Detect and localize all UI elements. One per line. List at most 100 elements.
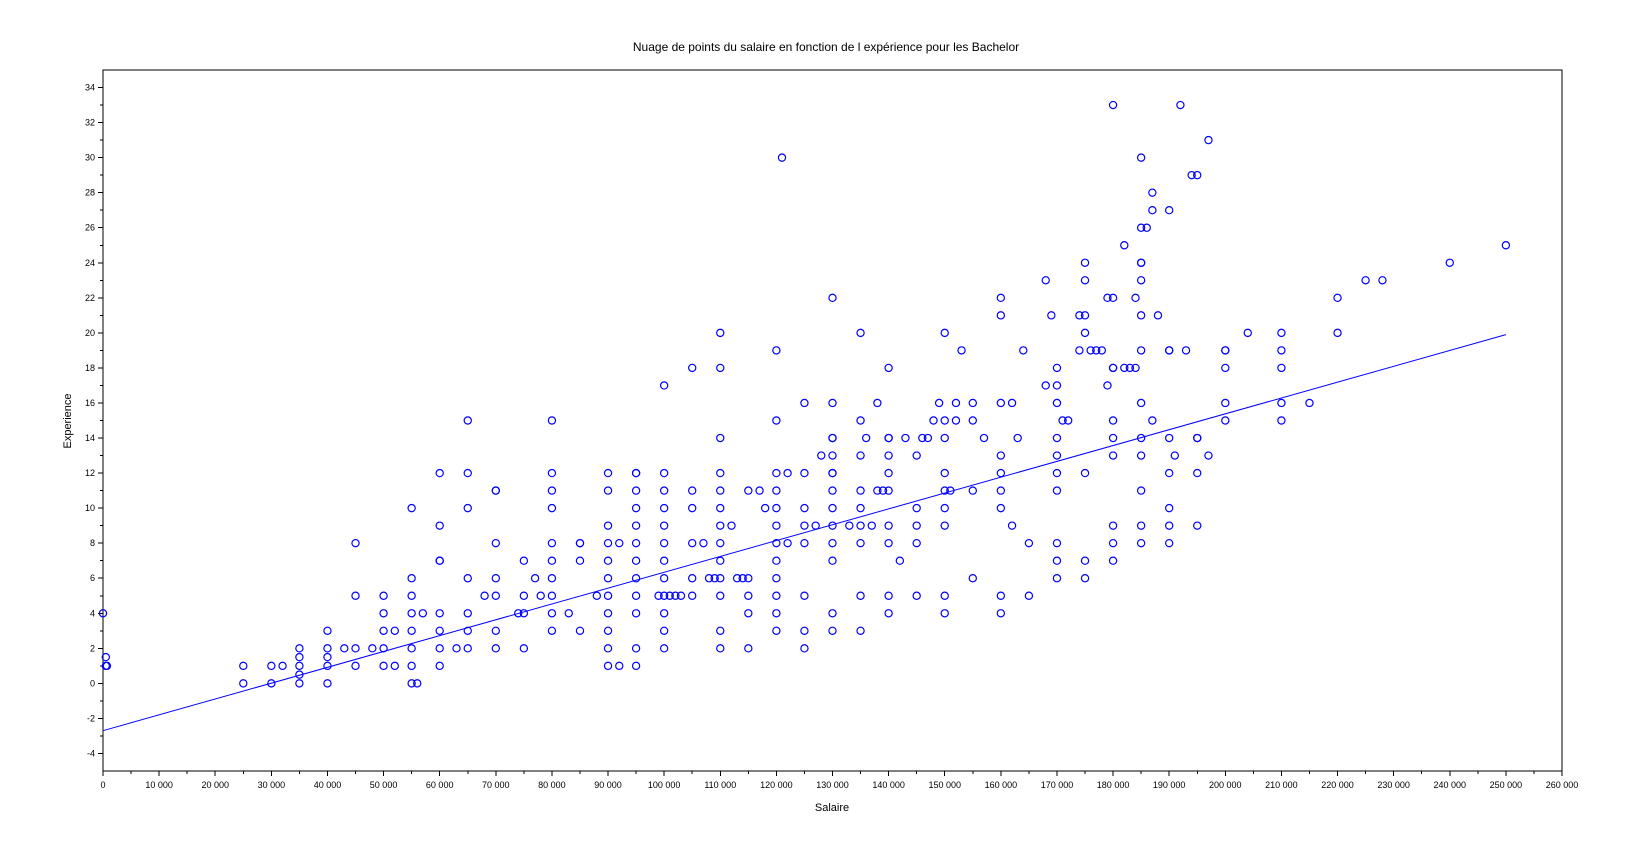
data-point	[407, 626, 416, 636]
data-point	[716, 626, 725, 636]
data-point	[716, 574, 725, 583]
data-point	[800, 521, 809, 530]
data-point	[1052, 574, 1062, 583]
data-point	[1052, 381, 1062, 390]
data-point	[407, 644, 416, 653]
data-point	[716, 328, 725, 338]
data-point	[530, 574, 540, 583]
y-tick-label: 28	[85, 188, 95, 198]
data-point	[407, 661, 416, 671]
data-point	[716, 556, 725, 565]
data-point	[519, 591, 529, 600]
data-point	[772, 468, 781, 478]
data-point	[631, 574, 641, 583]
x-tick-label: 160 000	[985, 780, 1018, 790]
x-tick-label: 260 000	[1546, 780, 1579, 790]
data-point	[1007, 521, 1017, 530]
data-point	[1136, 538, 1146, 548]
data-point	[340, 644, 349, 653]
x-axis-label: Salaire	[815, 802, 849, 814]
data-point	[716, 468, 725, 478]
data-point	[817, 451, 826, 460]
data-point	[996, 293, 1006, 303]
data-point	[828, 451, 837, 460]
data-point	[1361, 276, 1370, 285]
data-point	[772, 416, 781, 425]
x-tick-label: 150 000	[928, 780, 961, 790]
data-point	[379, 644, 388, 653]
data-point	[884, 433, 893, 443]
data-point	[1103, 381, 1112, 390]
data-point	[957, 346, 966, 355]
data-point	[968, 574, 977, 583]
data-point	[704, 574, 714, 583]
data-point	[996, 503, 1006, 513]
data-point	[101, 652, 111, 662]
x-tick-label: 90 000	[594, 780, 622, 790]
data-point	[603, 556, 613, 565]
data-point	[760, 503, 770, 513]
data-point	[884, 468, 893, 478]
data-point	[716, 538, 725, 548]
x-tick-label: 230 000	[1377, 780, 1410, 790]
data-point	[738, 574, 747, 583]
x-tick-label: 80 000	[538, 780, 566, 790]
data-point	[1052, 398, 1062, 408]
data-point	[1080, 276, 1090, 285]
data-point	[575, 538, 585, 548]
data-point	[744, 591, 753, 600]
y-tick-label: -4	[87, 748, 95, 758]
data-point	[659, 381, 669, 390]
data-point	[1277, 416, 1286, 425]
data-point	[716, 486, 725, 495]
data-point	[1204, 135, 1213, 145]
data-point	[688, 486, 697, 495]
x-tick-label: 100 000	[648, 780, 681, 790]
data-point	[547, 591, 557, 600]
data-point	[463, 574, 472, 583]
data-point	[659, 574, 669, 583]
data-point	[1187, 170, 1196, 180]
data-point	[884, 591, 893, 600]
data-point	[996, 486, 1006, 495]
y-tick-label: 14	[85, 433, 95, 443]
data-point	[295, 661, 304, 671]
y-tick-label: 6	[90, 573, 95, 583]
data-point	[772, 626, 781, 636]
y-tick-label: 12	[85, 468, 95, 478]
data-point	[940, 591, 949, 600]
x-tick-label: 110 000	[704, 780, 736, 790]
data-point	[744, 574, 753, 583]
data-point	[407, 574, 416, 583]
data-point	[491, 486, 501, 495]
data-point	[676, 591, 686, 600]
data-point	[1075, 311, 1084, 320]
data-point	[1193, 433, 1202, 443]
data-point	[1277, 398, 1286, 408]
data-point	[323, 661, 332, 671]
data-point	[688, 363, 697, 373]
data-point	[1221, 346, 1230, 355]
x-tick-label: 190 000	[1153, 780, 1186, 790]
data-point	[480, 591, 489, 600]
data-point	[996, 591, 1006, 600]
data-point	[1103, 293, 1112, 303]
data-point	[390, 626, 399, 636]
x-tick-label: 130 000	[816, 780, 849, 790]
y-tick-label: 16	[85, 398, 95, 408]
data-point	[895, 556, 905, 565]
data-point	[856, 538, 865, 548]
data-point	[912, 538, 921, 548]
data-point	[1164, 538, 1174, 548]
data-point	[828, 398, 837, 408]
data-point	[744, 486, 753, 495]
data-point	[1131, 293, 1140, 303]
data-point	[688, 574, 697, 583]
data-point	[631, 556, 641, 565]
y-tick-label: 8	[90, 538, 95, 548]
data-point	[783, 538, 792, 548]
x-tick-label: 140 000	[872, 780, 905, 790]
data-point	[828, 556, 837, 565]
data-point	[407, 591, 416, 600]
